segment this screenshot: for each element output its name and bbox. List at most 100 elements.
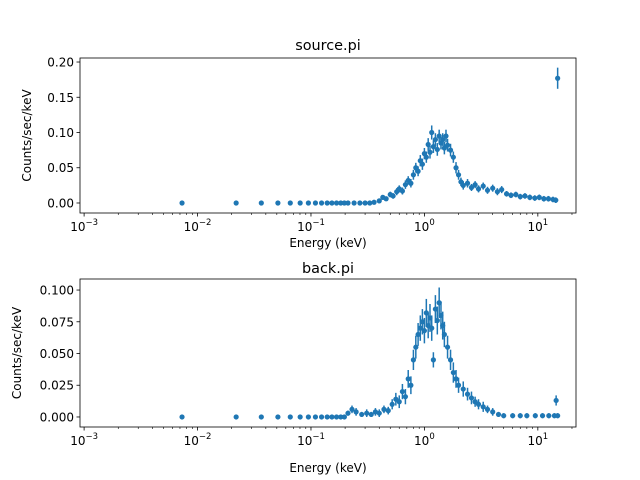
data-point xyxy=(390,193,396,199)
y-tick-label: 0.10 xyxy=(47,126,74,140)
x-tick-label: 10−2 xyxy=(184,432,212,448)
data-point xyxy=(499,186,505,193)
subplot-2: 10−3 10−2 10−1 100 101 0.000 0.025 0.050 0.075 0.… xyxy=(10,261,577,475)
data-point xyxy=(381,406,387,412)
data-point xyxy=(532,195,538,201)
data-point xyxy=(468,395,475,401)
data-point xyxy=(490,409,496,415)
data-point xyxy=(353,409,359,415)
data-point xyxy=(341,414,347,420)
data-point xyxy=(408,382,414,388)
data-point xyxy=(345,410,351,416)
data-point xyxy=(434,146,440,153)
data-point xyxy=(410,172,417,178)
data-point xyxy=(450,154,456,160)
data-point xyxy=(368,411,374,418)
data-point xyxy=(527,194,533,200)
data-point xyxy=(508,192,514,198)
data-point xyxy=(287,200,293,206)
data-point xyxy=(359,411,365,418)
x-tick-label: 10−1 xyxy=(297,218,325,234)
y-tick-label: 0.050 xyxy=(40,347,74,361)
data-point xyxy=(555,75,561,81)
x-tick-label: 10−2 xyxy=(184,218,212,234)
data-point xyxy=(429,325,435,331)
data-point xyxy=(399,188,406,194)
data-point xyxy=(447,147,454,153)
data-point xyxy=(555,413,561,419)
x-tick-label: 100 xyxy=(414,218,435,234)
data-point xyxy=(464,180,471,186)
chart-title: back.pi xyxy=(302,261,354,277)
data-point xyxy=(425,141,431,148)
axes-frame xyxy=(79,57,577,214)
data-point xyxy=(429,129,435,136)
data-point xyxy=(417,325,423,331)
data-point xyxy=(464,391,471,397)
data-point xyxy=(490,185,496,191)
data-point xyxy=(468,184,475,191)
data-point xyxy=(501,413,507,419)
data-point xyxy=(324,200,330,206)
data-point xyxy=(447,357,454,363)
x-tick-label: 10−1 xyxy=(297,432,325,448)
data-point xyxy=(455,382,462,388)
data-point xyxy=(434,317,440,324)
data-point xyxy=(287,414,293,420)
chart-title: source.pi xyxy=(295,38,361,54)
data-point xyxy=(517,194,523,200)
data-series xyxy=(179,287,561,420)
data-point xyxy=(441,331,447,338)
data-point xyxy=(338,200,344,206)
data-point xyxy=(338,414,344,420)
data-point xyxy=(345,200,351,206)
data-point xyxy=(408,180,414,186)
data-point xyxy=(419,161,425,167)
y-tick-label: 0.100 xyxy=(40,284,74,298)
data-point xyxy=(495,411,502,418)
data-point xyxy=(312,200,319,206)
data-point xyxy=(297,414,303,420)
data-point xyxy=(233,200,239,206)
data-point xyxy=(430,357,436,363)
data-point xyxy=(357,200,363,206)
data-point xyxy=(399,388,406,395)
data-point xyxy=(460,386,466,392)
data-point xyxy=(385,408,391,414)
data-point xyxy=(415,331,421,338)
data-point xyxy=(444,344,451,350)
data-point xyxy=(427,149,433,155)
x-tick-label: 101 xyxy=(527,218,548,234)
data-point xyxy=(453,165,459,171)
data-point xyxy=(546,413,552,419)
data-point xyxy=(443,133,449,139)
data-point xyxy=(440,136,446,143)
data-point xyxy=(480,404,486,410)
data-point xyxy=(329,414,335,420)
data-point xyxy=(324,414,330,420)
data-point xyxy=(318,414,325,420)
data-point xyxy=(522,193,528,199)
data-point xyxy=(539,413,546,419)
y-tick-label: 0.15 xyxy=(47,91,74,105)
data-point xyxy=(333,414,340,420)
data-point xyxy=(318,200,325,206)
data-point xyxy=(367,200,373,206)
data-point xyxy=(553,197,559,203)
data-point xyxy=(305,200,311,206)
data-point xyxy=(179,200,185,206)
x-tick-label: 10−3 xyxy=(70,432,98,448)
data-point xyxy=(275,200,281,206)
data-point xyxy=(510,413,516,419)
x-axis-label: Energy (keV) xyxy=(289,236,366,250)
data-point xyxy=(383,196,389,202)
data-point xyxy=(455,172,462,178)
data-point xyxy=(396,399,402,405)
data-point xyxy=(362,200,368,206)
data-point xyxy=(389,401,395,407)
data-point xyxy=(258,414,264,420)
data-point xyxy=(275,414,281,420)
data-point xyxy=(484,406,491,412)
x-tick-label: 101 xyxy=(527,432,548,448)
